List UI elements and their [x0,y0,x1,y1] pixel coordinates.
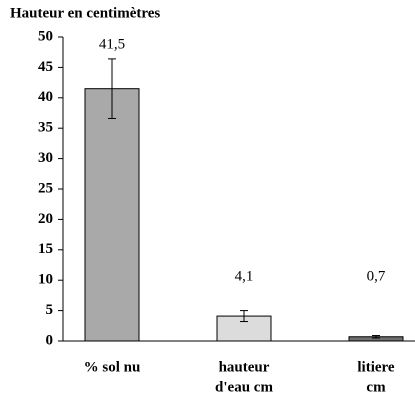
y-tick-label: 20 [38,211,53,227]
x-tick-label: litiere [357,359,395,375]
value-label: 41,5 [99,36,125,52]
y-tick-label: 10 [38,272,53,288]
chart-title: Hauteur en centimètres [10,5,160,21]
y-tick-label: 50 [38,28,53,44]
x-tick-label: hauteur [219,359,270,375]
bar [216,315,272,342]
value-label: 4,1 [235,269,254,285]
y-tick-label: 45 [38,59,53,75]
y-tick-label: 30 [38,150,53,166]
x-tick-label: % sol nu [84,359,141,375]
y-tick-label: 15 [38,241,53,257]
y-tick-label: 35 [38,120,53,136]
x-tick-label: d'eau cm [215,379,273,395]
bar [84,88,140,342]
y-tick-label: 5 [46,302,54,318]
y-tick-label: 40 [38,89,53,105]
value-label: 0,7 [367,269,386,285]
y-tick-label: 25 [38,180,53,196]
y-tick-label: 0 [46,332,54,348]
x-tick-label: cm [366,379,386,395]
